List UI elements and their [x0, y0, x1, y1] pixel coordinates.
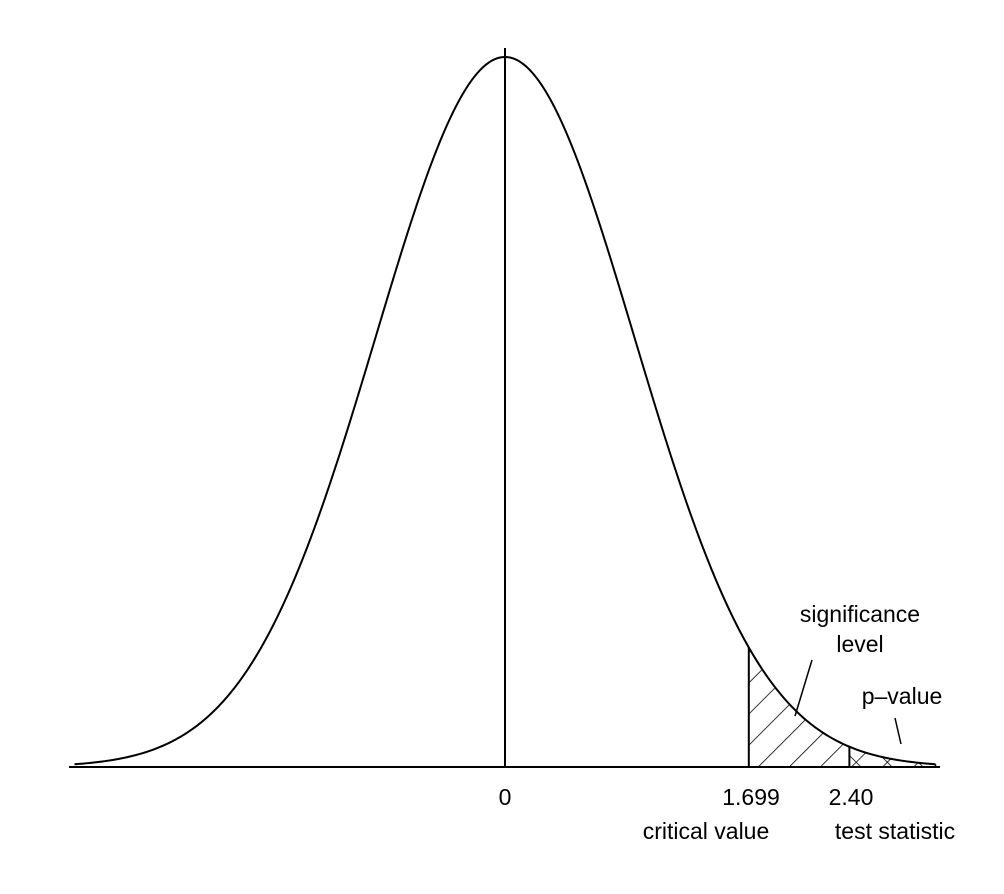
tick-label-test-statistic: 2.40: [829, 784, 874, 810]
significance-leader-line: [794, 659, 813, 717]
p-value-label: p–value: [862, 683, 943, 709]
critical-value-caption: critical value: [643, 818, 770, 844]
p-value-region: [849, 746, 936, 767]
p-value-leader-line: [894, 717, 902, 745]
test-statistic-caption: test statistic: [835, 818, 955, 844]
tick-label-zero: 0: [499, 784, 512, 810]
level-label: level: [836, 631, 883, 657]
significance-label: significance: [800, 601, 920, 627]
significance-level-region: [748, 647, 936, 767]
tick-label-critical: 1.699: [722, 784, 780, 810]
